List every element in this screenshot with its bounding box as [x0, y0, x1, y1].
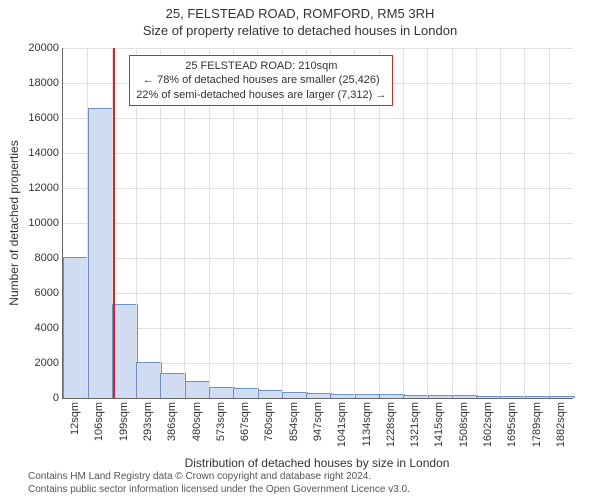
footer-attribution: Contains HM Land Registry data © Crown c… [28, 471, 410, 496]
footer-line-1: Contains HM Land Registry data © Crown c… [28, 471, 410, 484]
x-tick-label: 1602sqm [482, 402, 494, 447]
x-axis-label: Distribution of detached houses by size … [62, 456, 572, 470]
x-tick-label: 760sqm [263, 402, 275, 441]
x-tick-label: 667sqm [239, 402, 251, 441]
bar [549, 396, 575, 398]
x-tick-label: 480sqm [191, 402, 203, 441]
y-tick-label: 14000 [19, 147, 59, 159]
gridline-h [63, 188, 573, 189]
x-tick-label: 386sqm [166, 402, 178, 441]
reference-line [113, 48, 115, 398]
bar [330, 394, 356, 399]
gridline-v [500, 48, 501, 398]
y-tick-label: 20000 [19, 42, 59, 54]
x-tick-label: 854sqm [288, 402, 300, 441]
bar [185, 381, 211, 398]
x-tick-label: 1789sqm [531, 402, 543, 447]
bar [258, 390, 284, 398]
bar [88, 108, 114, 398]
bar [63, 257, 89, 398]
gridline-h [63, 293, 573, 294]
gridline-v [403, 48, 404, 398]
x-tick-label: 1882sqm [555, 402, 567, 447]
gridline-h [63, 118, 573, 119]
x-tick-label: 106sqm [93, 402, 105, 441]
gridline-v [427, 48, 428, 398]
annotation-box: 25 FELSTEAD ROAD: 210sqm← 78% of detache… [129, 55, 393, 106]
x-tick-label: 1321sqm [409, 402, 421, 447]
gridline-h [63, 153, 573, 154]
x-tick-label: 1415sqm [433, 402, 445, 447]
footer-line-2: Contains public sector information licen… [28, 484, 410, 497]
gridline-v [476, 48, 477, 398]
bar [476, 396, 502, 398]
gridline-h [63, 258, 573, 259]
bar [500, 396, 526, 398]
bar [355, 394, 381, 398]
bar [209, 387, 235, 399]
x-tick-label: 1695sqm [506, 402, 518, 447]
x-tick-label: 293sqm [142, 402, 154, 441]
y-tick-label: 0 [19, 392, 59, 404]
bar [379, 394, 405, 398]
bar [233, 388, 259, 398]
y-tick-label: 12000 [19, 182, 59, 194]
y-tick-label: 10000 [19, 217, 59, 229]
chart-area: Number of detached properties 0200040006… [62, 48, 572, 398]
bar [136, 362, 162, 398]
y-tick-label: 16000 [19, 112, 59, 124]
x-tick-label: 199sqm [118, 402, 130, 441]
y-tick-label: 8000 [19, 252, 59, 264]
bar [452, 395, 478, 398]
gridline-h [63, 223, 573, 224]
y-tick-label: 4000 [19, 322, 59, 334]
gridline-h [63, 48, 573, 49]
x-tick-label: 1134sqm [361, 402, 373, 446]
annotation-line: 22% of semi-detached houses are larger (… [136, 88, 386, 102]
y-tick-label: 18000 [19, 77, 59, 89]
x-tick-label: 947sqm [312, 402, 324, 441]
gridline-v [524, 48, 525, 398]
bar [282, 392, 308, 398]
bar [525, 396, 551, 398]
bar [112, 304, 138, 398]
plot-region: 0200040006000800010000120001400016000180… [62, 48, 573, 399]
bar [403, 395, 429, 398]
bar [428, 395, 454, 398]
x-tick-label: 1041sqm [336, 402, 348, 447]
chart-container: 25, FELSTEAD ROAD, ROMFORD, RM5 3RH Size… [0, 0, 600, 500]
gridline-v [452, 48, 453, 398]
y-tick-label: 6000 [19, 287, 59, 299]
x-tick-label: 1228sqm [385, 402, 397, 447]
x-tick-label: 573sqm [215, 402, 227, 441]
page-title: 25, FELSTEAD ROAD, ROMFORD, RM5 3RH [0, 0, 600, 21]
annotation-line: 25 FELSTEAD ROAD: 210sqm [136, 59, 386, 73]
y-tick-label: 2000 [19, 357, 59, 369]
bar [160, 373, 186, 399]
page-subtitle: Size of property relative to detached ho… [0, 21, 600, 38]
x-tick-label: 1508sqm [458, 402, 470, 447]
gridline-v [549, 48, 550, 398]
bar [306, 393, 332, 398]
x-tick-label: 12sqm [69, 402, 81, 435]
gridline-h [63, 328, 573, 329]
annotation-line: ← 78% of detached houses are smaller (25… [136, 73, 386, 87]
